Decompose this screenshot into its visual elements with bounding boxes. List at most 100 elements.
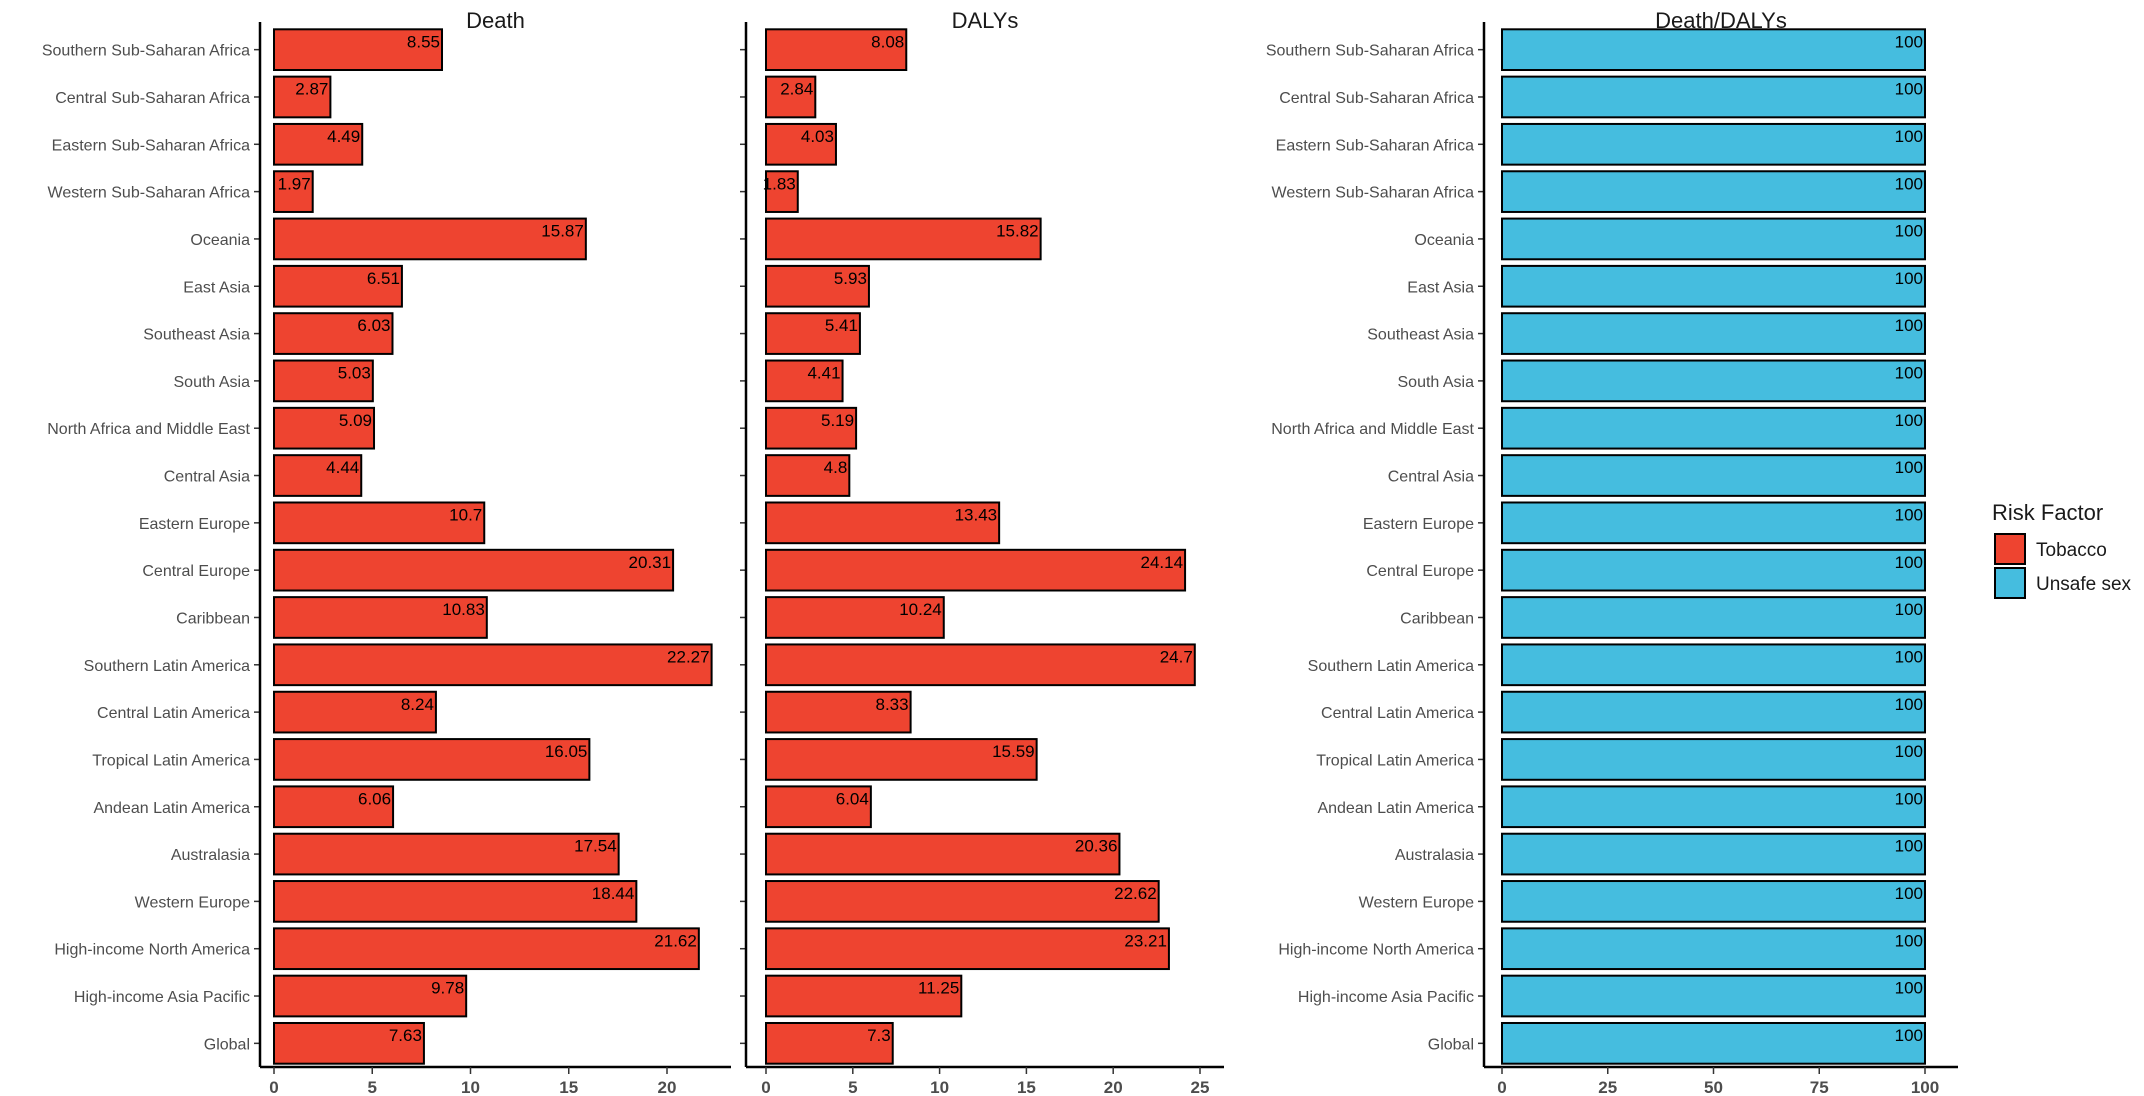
x-tick-label: 0 [269,1078,278,1096]
bar [765,28,908,72]
x-tick-label: 5 [368,1078,377,1096]
bar [273,548,675,592]
bar [1501,596,1926,639]
category-label: Central Latin America [97,705,250,722]
bar [1501,264,1926,308]
data-label: 100 [1895,884,1923,903]
bar [273,75,332,119]
data-label: 5.09 [339,411,372,430]
category-label: Caribbean [1400,610,1474,627]
data-label: 100 [1895,505,1923,524]
x-tick-label: 15 [559,1078,578,1096]
data-label: 4.03 [801,127,834,146]
bar [1501,880,1926,923]
bar [1501,927,1926,971]
data-label: 5.41 [825,316,858,335]
data-label: 100 [1895,32,1923,51]
category-label: Southeast Asia [143,327,250,344]
data-label: 9.78 [431,979,464,998]
bar [765,1021,894,1065]
data-label: 8.08 [871,32,904,51]
category-label: Central Europe [142,563,250,580]
bar [1501,548,1926,592]
legend: Risk Factor Tobacco Unsafe sex [1992,500,2132,599]
x-tick-label: 50 [1704,1078,1723,1096]
data-label: 16.05 [545,742,588,761]
data-label: 6.04 [836,789,869,808]
bar [765,880,1160,923]
data-label: 13.43 [955,505,998,524]
data-label: 18.44 [592,884,635,903]
data-label: 10.7 [449,505,482,524]
data-label: 20.36 [1075,837,1118,856]
bar [273,312,394,355]
bar [765,75,817,119]
category-label: Eastern Sub-Saharan Africa [52,137,250,154]
data-label: 100 [1895,269,1923,288]
bar [765,596,945,639]
data-label: 5.03 [338,364,371,383]
category-label: Central Asia [1388,469,1474,486]
bar [765,406,858,450]
data-label: 15.87 [541,222,584,241]
bar [1501,75,1926,119]
bar [1501,643,1926,687]
category-label: Oceania [1414,232,1474,249]
data-label: 21.62 [654,931,697,950]
bar [273,359,374,403]
legend-label: Tobacco [2036,540,2107,561]
bar [1501,217,1926,261]
bar [1501,738,1926,781]
category-label: Global [1428,1036,1474,1053]
x-tick-label: 15 [1017,1078,1036,1096]
x-tick-label: 25 [1598,1078,1617,1096]
bar [765,974,963,1018]
bar [765,312,861,355]
data-label: 8.24 [401,695,434,714]
category-label: North Africa and Middle East [47,421,250,438]
panel-death: Death Southern Sub-Saharan Africa 8.55 Cent… [42,8,731,1096]
bar [1501,359,1926,403]
data-label: 11.25 [918,979,959,998]
bar [273,880,638,923]
category-label: High-income Asia Pacific [74,989,250,1006]
bar [1501,1021,1926,1065]
category-label: Global [204,1036,250,1053]
bar [1501,312,1926,355]
bar [273,406,376,450]
bar [765,643,1196,687]
data-label: 100 [1895,364,1923,383]
data-label: 4.49 [327,127,360,146]
legend-title: Risk Factor [1992,500,2103,525]
data-label: 1.97 [278,174,311,193]
data-label: 24.14 [1141,553,1184,572]
bar [1501,785,1926,829]
category-label: Western Sub-Saharan Africa [1272,185,1475,202]
bar [273,596,488,639]
bar [1501,170,1926,213]
category-label: Eastern Europe [1363,516,1474,533]
bar [273,927,700,971]
x-tick-label: 25 [1191,1078,1210,1096]
category-label: Australasia [171,847,250,864]
x-tick-label: 0 [761,1078,770,1096]
data-label: 100 [1895,647,1923,666]
x-tick-label: 10 [930,1078,949,1096]
data-label: 100 [1895,695,1923,714]
category-label: Oceania [190,232,250,249]
data-label: 10.83 [442,600,485,619]
data-label: 7.63 [389,1026,422,1045]
bar [273,28,444,72]
category-label: High-income Asia Pacific [1298,989,1474,1006]
category-label: Tropical Latin America [92,752,250,769]
category-label: High-income North America [1278,942,1474,959]
data-label: 8.55 [407,32,440,51]
data-label: 15.82 [996,222,1039,241]
panel-dalys: DALYs 8.08 2.84 4.03 1.83 15.82 5.93 5.41 4.41 5.… [740,8,1224,1096]
category-label: Central Sub-Saharan Africa [55,90,250,107]
bar [765,738,1038,781]
x-tick-label: 20 [1104,1078,1123,1096]
data-label: 100 [1895,174,1923,193]
category-label: Southern Latin America [84,658,250,675]
data-label: 100 [1895,80,1923,99]
